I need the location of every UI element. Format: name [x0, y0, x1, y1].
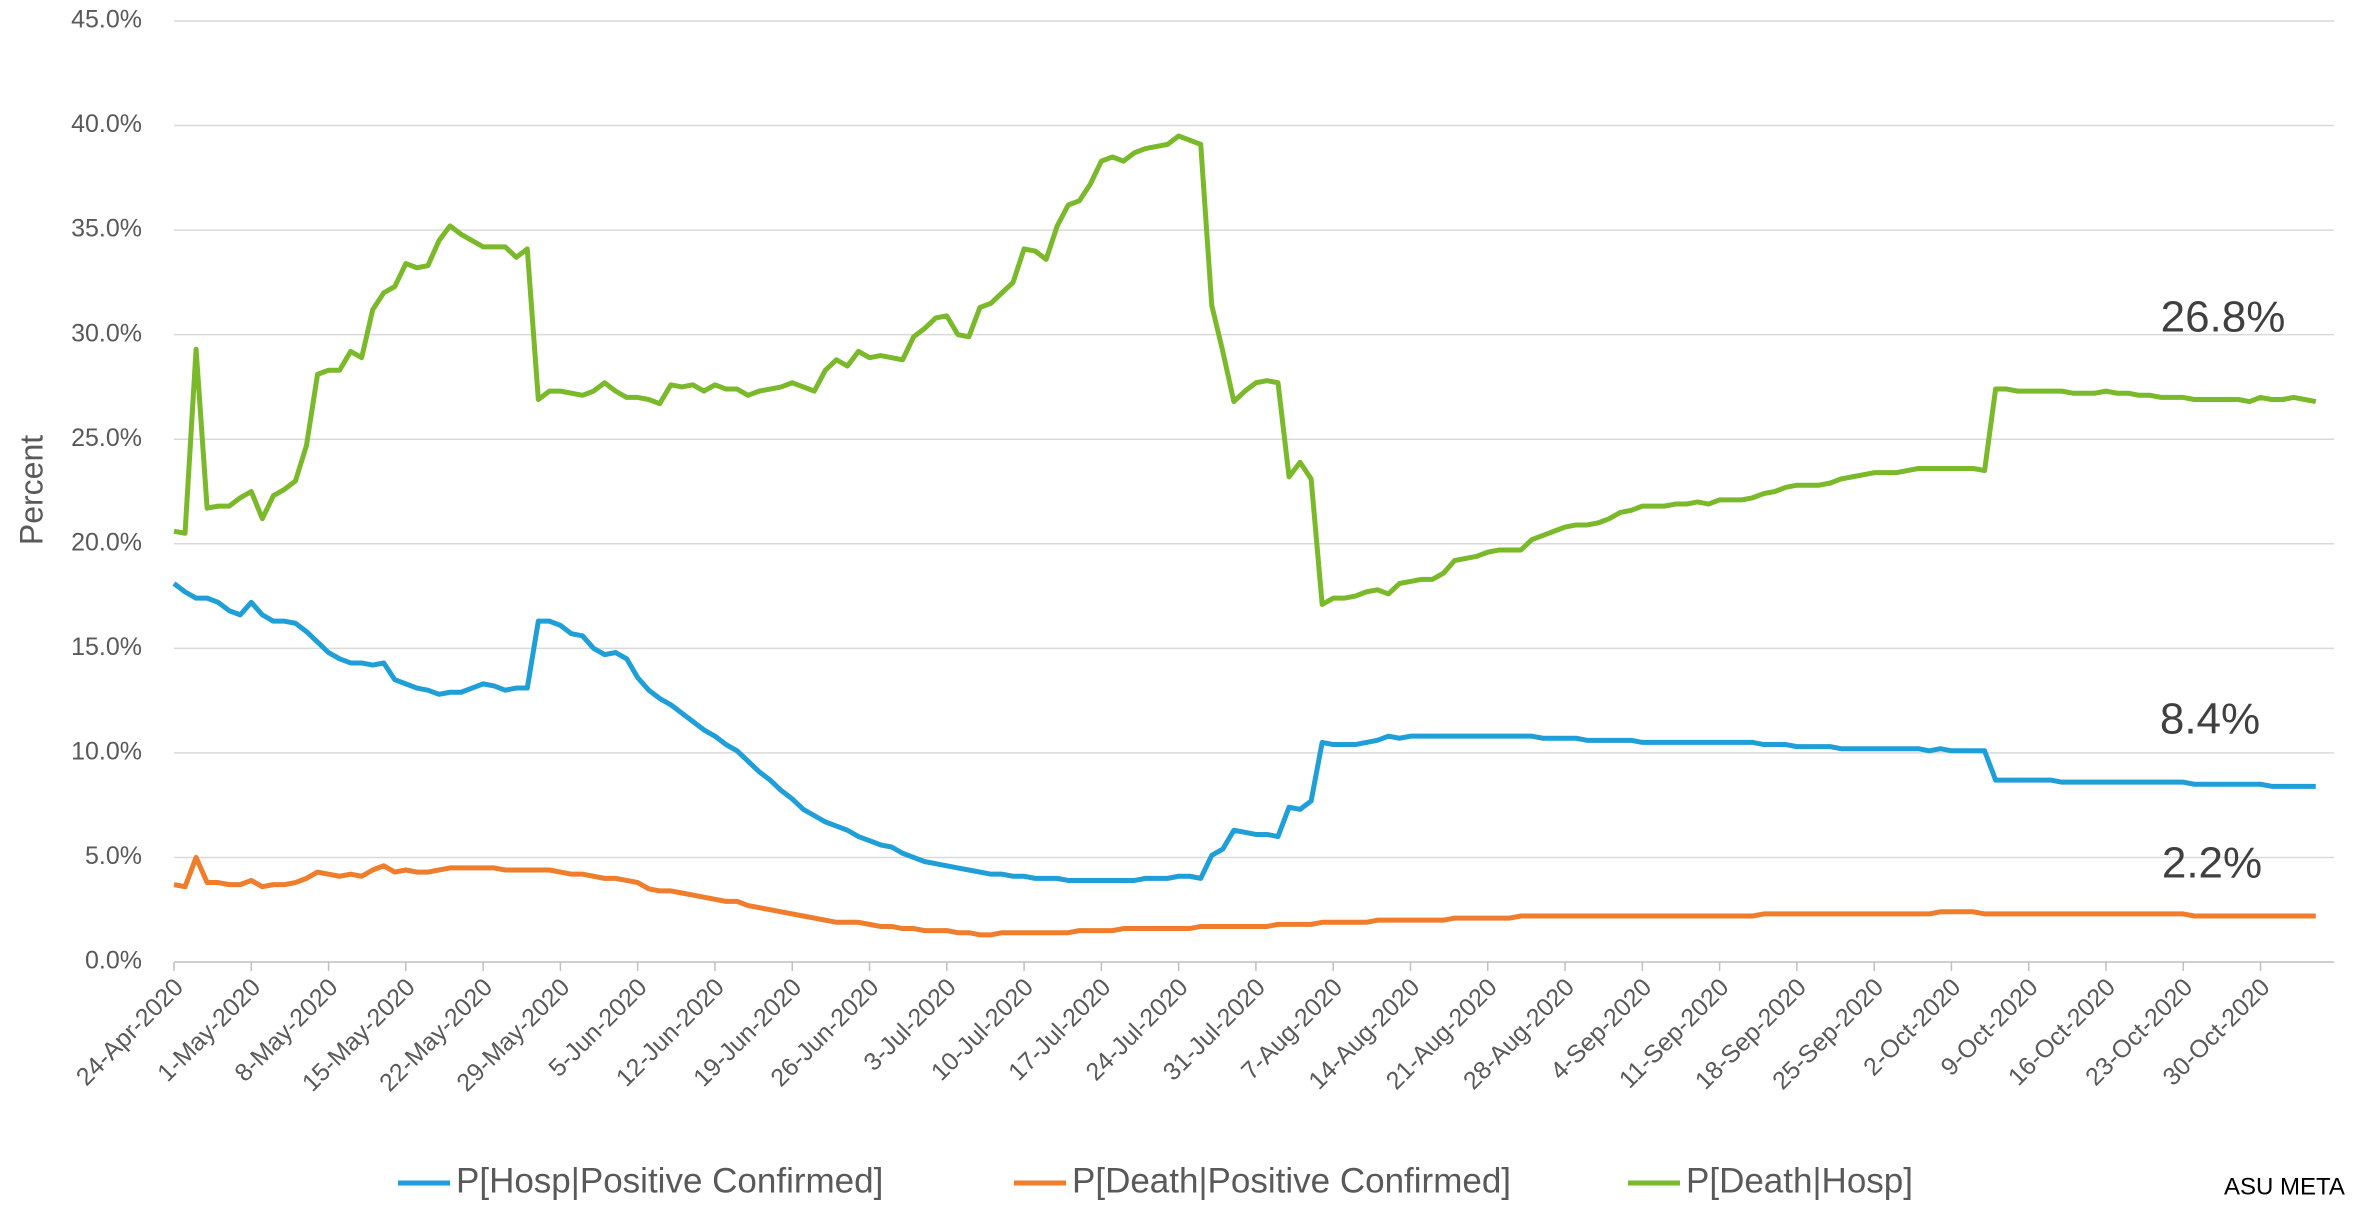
- y-axis-title: Percent: [13, 435, 49, 545]
- annotation: 2.2%: [2162, 839, 2262, 888]
- y-tick-label: 20.0%: [71, 528, 142, 556]
- y-tick-label: 45.0%: [71, 6, 142, 34]
- y-tick-label: 5.0%: [85, 842, 142, 870]
- series-line: [173, 133, 2317, 607]
- y-tick-label: 25.0%: [71, 424, 142, 452]
- source-label: ASU META: [2224, 1173, 2345, 1200]
- annotation: 8.4%: [2160, 695, 2260, 744]
- series-line: [172, 581, 2316, 883]
- legend-label: P[Hosp|Positive Confirmed]: [456, 1161, 883, 1200]
- y-tick-label: 0.0%: [85, 947, 142, 975]
- y-tick-label: 10.0%: [71, 737, 142, 765]
- y-tick-label: 30.0%: [71, 319, 142, 347]
- legend-label: P[Death|Positive Confirmed]: [1072, 1161, 1511, 1200]
- y-tick-label: 15.0%: [71, 633, 142, 661]
- annotation: 26.8%: [2161, 293, 2286, 342]
- legend-label: P[Death|Hosp]: [1686, 1161, 1913, 1200]
- y-tick-label: 35.0%: [71, 215, 142, 243]
- series-line: [173, 854, 2316, 938]
- y-tick-label: 40.0%: [71, 110, 142, 138]
